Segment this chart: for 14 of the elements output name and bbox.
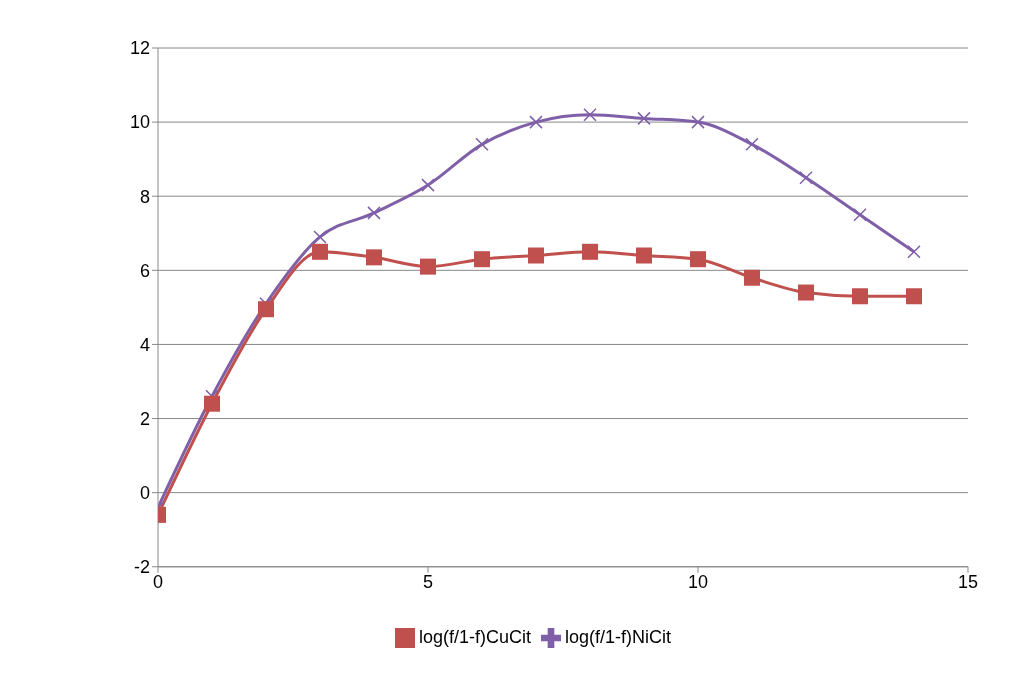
y-tick-label: 8 — [139, 186, 150, 207]
legend-label: log(f/1-f)CuCit — [418, 626, 531, 647]
y-tick-label: 10 — [129, 112, 150, 133]
x-tick-label: 5 — [422, 571, 434, 592]
y-tick-label: -2 — [133, 557, 150, 578]
legend-label: log(f/1-f)NiCit — [565, 626, 672, 647]
x-tick-label: 15 — [957, 571, 979, 592]
y-tick-label: 12 — [129, 38, 150, 59]
y-tick-label: 0 — [139, 483, 150, 504]
y-tick-label: 6 — [139, 260, 150, 281]
x-tick-label: 0 — [152, 571, 164, 592]
y-tick-label: 2 — [139, 408, 150, 429]
x-tick-label: 10 — [687, 571, 709, 592]
y-tick-label: 4 — [139, 334, 150, 355]
